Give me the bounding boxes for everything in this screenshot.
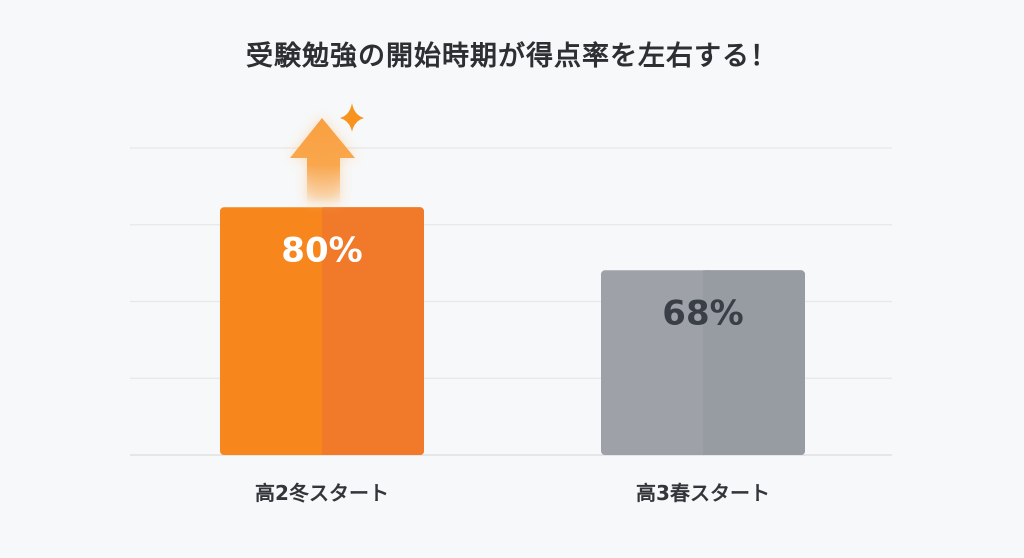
bar-shade-join (703, 270, 709, 455)
bar-shade-join (322, 207, 328, 455)
data-label: 80% (281, 230, 362, 270)
up-arrow-icon (290, 118, 355, 203)
sparkle-icon (340, 103, 364, 132)
data-label: 68% (662, 293, 743, 333)
chart-title: 受験勉強の開始時期が得点率を左右する！ (246, 41, 778, 72)
bar-1: 80% 高2冬スタート (220, 207, 424, 505)
bar-shade (322, 207, 424, 455)
category-label: 高2冬スタート (255, 481, 389, 505)
category-label: 高3春スタート (636, 481, 770, 505)
bar-2: 68% 高3春スタート (601, 270, 805, 505)
bar-shade (703, 270, 805, 455)
